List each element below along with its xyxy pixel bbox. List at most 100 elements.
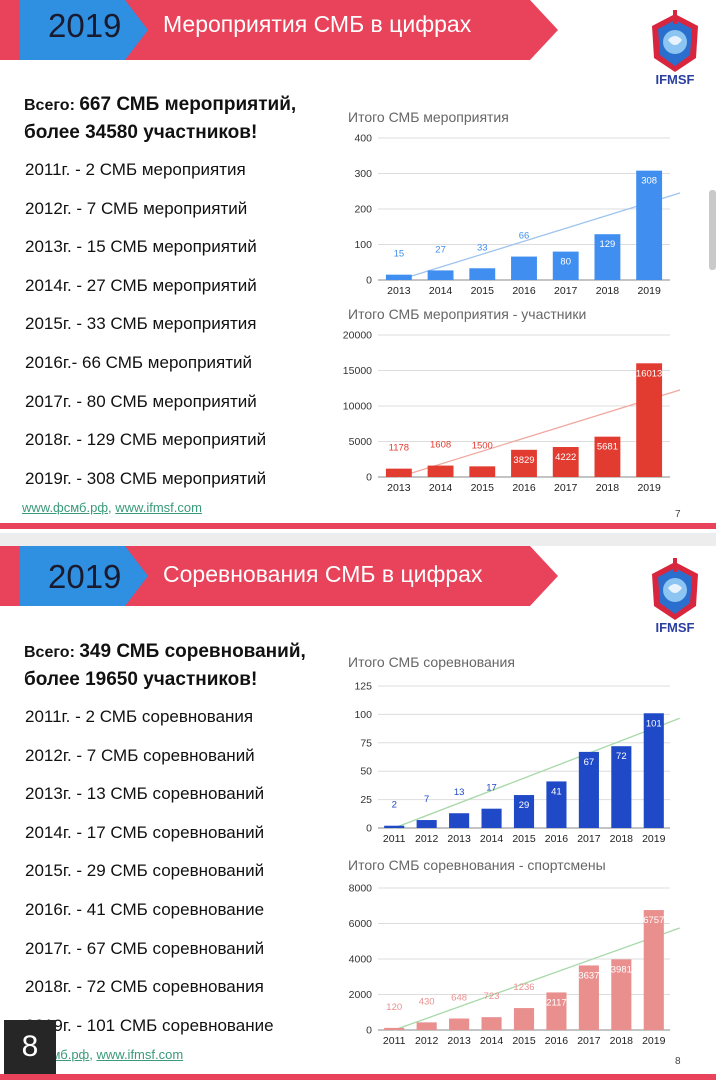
bar — [385, 274, 412, 280]
data-label: 2117 — [546, 997, 566, 1008]
bar — [611, 746, 632, 828]
footer-link-ifmsf[interactable]: www.ifmsf.com — [115, 500, 202, 515]
x-tick-label: 2017 — [577, 833, 601, 845]
bar — [469, 466, 496, 477]
footer-link-fsmb[interactable]: www.фсмб.рф — [22, 500, 109, 515]
data-label: 1608 — [430, 440, 451, 451]
total-line2: более 19650 участников! — [24, 669, 258, 690]
bar — [416, 1022, 437, 1030]
bar — [449, 813, 470, 828]
scroll-edge-handle[interactable] — [709, 190, 716, 270]
footer-separator: , — [89, 1047, 97, 1062]
year-line: 2015г. - 33 СМБ мероприятия — [25, 314, 257, 334]
x-tick-label: 2014 — [480, 1035, 504, 1047]
y-tick-label: 10000 — [343, 401, 372, 413]
bottom-strip — [0, 1074, 716, 1080]
year-line: 2011г. - 2 СМБ мероприятия — [25, 160, 246, 179]
bar — [449, 1018, 470, 1030]
data-label: 80 — [560, 257, 571, 268]
year-line: 2011г. - 2 СМБ соревнования — [25, 707, 254, 726]
year-line: 2017г. - 80 СМБ мероприятий — [25, 391, 257, 411]
footer-link-ifmsf[interactable]: www.ifmsf.com — [96, 1047, 184, 1062]
x-tick-label: 2013 — [447, 833, 471, 845]
banner-title: Мероприятия СМБ в цифрах — [163, 11, 472, 37]
x-tick-label: 2019 — [637, 482, 661, 494]
trend-line — [398, 389, 680, 478]
data-label: 67 — [584, 757, 595, 768]
x-tick-label: 2011 — [383, 1035, 406, 1047]
bar — [427, 465, 454, 477]
bar — [594, 436, 621, 477]
data-label: 66 — [519, 231, 530, 242]
x-tick-label: 2019 — [642, 1035, 666, 1047]
chart-events: 0 100 200 300 400 15 2013 27 2014 33 2015 66 2016 80 2… — [354, 133, 680, 297]
bar — [643, 713, 664, 828]
y-tick-label: 50 — [360, 766, 372, 778]
bar — [546, 781, 567, 828]
x-tick-label: 2017 — [554, 285, 578, 297]
data-label: 5681 — [597, 442, 618, 453]
y-tick-label: 5000 — [349, 436, 373, 448]
trend-line — [394, 927, 680, 1031]
y-tick-label: 125 — [354, 681, 372, 693]
bar — [511, 256, 537, 280]
y-tick-label: 0 — [366, 823, 372, 835]
chart-event-participants: 0 5000 10000 15000 20000 1178 2013 1608 2014 1500… — [343, 330, 680, 494]
bar — [385, 468, 412, 477]
year-list: 2011г. - 2 СМБ мероприятия 2012г. - 7 СМ… — [25, 160, 335, 507]
ifmsf-logo: IFMSF — [646, 558, 704, 636]
data-label: 13 — [454, 787, 465, 798]
year-line: 2019г. - 101 СМБ соревнование — [25, 1015, 274, 1035]
bar — [511, 449, 537, 477]
x-tick-label: 2012 — [415, 833, 439, 845]
data-label: 72 — [616, 751, 627, 762]
chart-title: Итого СМБ соревнования - спортсмены — [348, 857, 606, 873]
chart-title: Итого СМБ мероприятия - участники — [348, 306, 587, 322]
title-banner: 2019 Соревнования СМБ в цифрах — [0, 546, 560, 606]
y-tick-label: 15000 — [343, 365, 372, 377]
x-tick-label: 2017 — [554, 482, 578, 494]
x-tick-label: 2018 — [610, 1035, 634, 1047]
data-label: 129 — [599, 239, 615, 250]
data-label: 41 — [551, 786, 562, 797]
banner-title: Соревнования СМБ в цифрах — [163, 561, 483, 587]
year-line: 2012г. - 7 СМБ соревнований — [25, 745, 255, 765]
bar — [427, 270, 454, 280]
slide-competitions: 2019 Соревнования СМБ в цифрах IFMSF Все… — [0, 546, 716, 1080]
bar — [384, 1027, 405, 1030]
y-tick-label: 100 — [354, 239, 372, 251]
total-line1: 667 СМБ мероприятий, — [79, 94, 297, 115]
bar — [636, 170, 663, 280]
x-tick-label: 2018 — [596, 482, 620, 494]
data-label: 648 — [451, 992, 467, 1003]
data-label: 33 — [477, 242, 488, 253]
data-label: 101 — [646, 718, 662, 729]
data-label: 120 — [386, 1002, 402, 1013]
data-label: 27 — [435, 244, 446, 255]
x-tick-label: 2018 — [596, 285, 620, 297]
banner-year: 2019 — [48, 7, 122, 44]
y-tick-label: 0 — [366, 275, 372, 287]
trend-line — [393, 717, 680, 829]
banner-shape — [0, 0, 558, 60]
year-line: 2019г. - 308 СМБ мероприятий — [25, 468, 267, 488]
x-tick-label: 2013 — [387, 482, 411, 494]
total-line2: более 34580 участников! — [24, 122, 258, 143]
data-label: 3829 — [513, 455, 534, 466]
footer-separator: , — [108, 500, 116, 515]
y-tick-label: 0 — [366, 472, 372, 484]
bar — [636, 363, 663, 477]
data-label: 6757 — [643, 915, 664, 926]
y-tick-label: 20000 — [343, 330, 372, 342]
page-number: 7 — [675, 509, 681, 520]
bar — [469, 268, 496, 280]
bar — [578, 965, 599, 1030]
x-tick-label: 2012 — [415, 1035, 439, 1047]
y-tick-label: 75 — [360, 737, 372, 749]
slide-events: 2019 Мероприятия СМБ в цифрах IFMSF Всег… — [0, 0, 716, 533]
data-label: 2 — [392, 800, 397, 811]
y-tick-label: 200 — [354, 204, 372, 216]
x-tick-label: 2016 — [512, 482, 536, 494]
year-line: 2017г. - 67 СМБ соревнований — [25, 938, 265, 958]
banner-shape — [0, 546, 558, 606]
